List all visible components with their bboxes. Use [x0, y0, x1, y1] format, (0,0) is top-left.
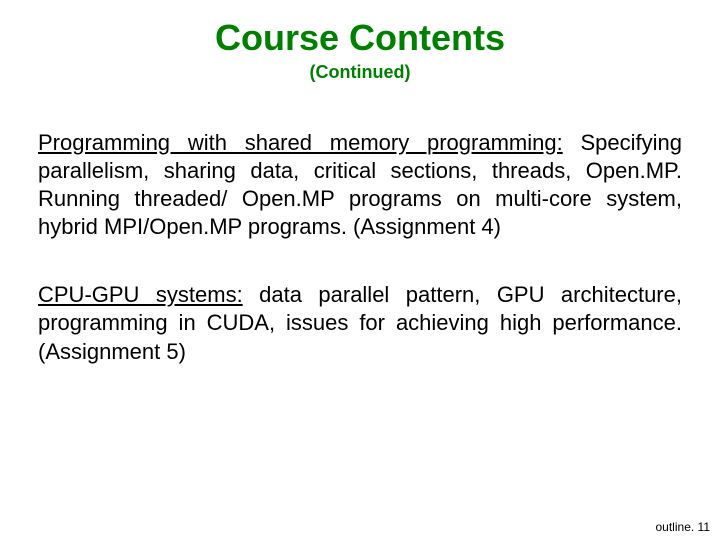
slide-container: Course Contents (Continued) Programming …	[0, 0, 720, 540]
section-2-heading: CPU-GPU systems:	[38, 282, 243, 307]
slide-footer: outline. 11	[656, 520, 711, 534]
slide-subtitle: (Continued)	[38, 62, 682, 83]
paragraph-1: Programming with shared memory programmi…	[38, 129, 682, 242]
slide-title: Course Contents	[38, 18, 682, 58]
paragraph-2: CPU-GPU systems: data parallel pattern, …	[38, 281, 682, 365]
section-1-heading: Programming with shared memory programmi…	[38, 130, 563, 155]
